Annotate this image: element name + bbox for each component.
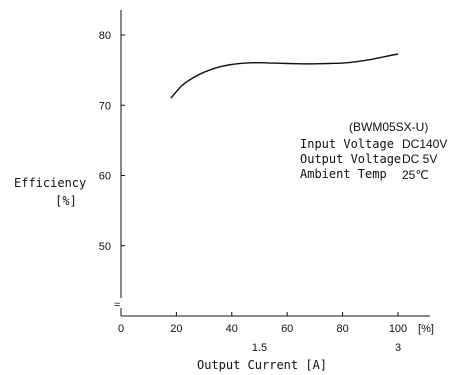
spec-input-voltage-label: Input Voltage <box>300 137 394 151</box>
y-tick-label: 50 <box>99 241 111 253</box>
spec-annotation: (BWM05SX-U) Input Voltage DC140V Output … <box>300 120 447 182</box>
y-tick-label: 70 <box>99 100 111 112</box>
spec-output-voltage-label: Output Voltage <box>300 152 401 166</box>
x-axis-unit: [%] <box>418 323 434 335</box>
spec-output-voltage-value: DC 5V <box>402 152 437 166</box>
spec-input-voltage-value: DC140V <box>402 137 447 151</box>
axis-break-symbol: ≈ <box>114 299 120 311</box>
spec-model: (BWM05SX-U) <box>349 120 428 134</box>
x-tick-label: 40 <box>226 323 238 335</box>
x-secondary-tick-label: 1.5 <box>252 342 267 354</box>
x-tick-label: 0 <box>118 323 124 335</box>
x-secondary-ticks: 1.5 3 <box>252 342 401 354</box>
x-tick-label: 60 <box>281 323 293 335</box>
x-ticks: 0 20 40 60 80 100 <box>118 312 407 335</box>
y-tick-label: 60 <box>99 171 111 183</box>
y-ticks: 50 60 70 80 <box>99 30 125 253</box>
y-tick-label: 80 <box>99 30 111 42</box>
x-tick-label: 100 <box>389 323 407 335</box>
x-axis-label: Output Current [A] <box>197 358 327 372</box>
efficiency-line <box>170 53 399 99</box>
x-tick-label: 80 <box>336 323 348 335</box>
y-axis-unit: [%] <box>55 194 77 208</box>
spec-ambient-temp-value: 25℃ <box>402 168 429 182</box>
x-tick-label: 20 <box>170 323 182 335</box>
spec-ambient-temp-label: Ambient Temp <box>300 167 387 181</box>
y-axis-label: Efficiency <box>14 176 86 190</box>
series-group <box>170 53 399 99</box>
x-secondary-tick-label: 3 <box>395 342 401 354</box>
